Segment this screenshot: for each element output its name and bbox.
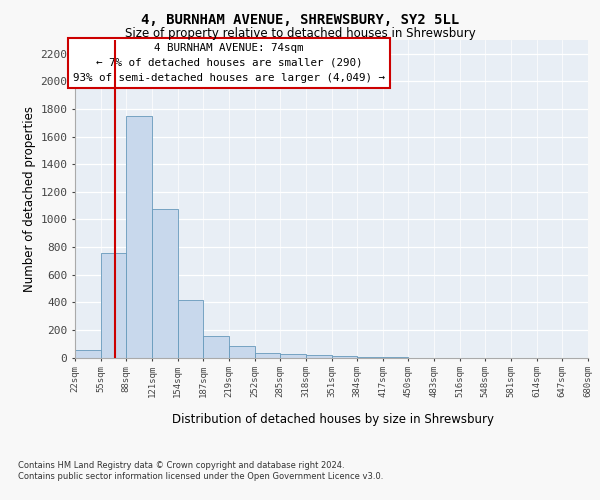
Bar <box>357 357 383 358</box>
Bar <box>229 346 254 358</box>
Text: Contains HM Land Registry data © Crown copyright and database right 2024.: Contains HM Land Registry data © Crown c… <box>18 460 344 469</box>
Bar <box>127 116 152 358</box>
Bar <box>254 352 280 358</box>
Text: 4, BURNHAM AVENUE, SHREWSBURY, SY2 5LL: 4, BURNHAM AVENUE, SHREWSBURY, SY2 5LL <box>141 12 459 26</box>
Text: Contains public sector information licensed under the Open Government Licence v3: Contains public sector information licen… <box>18 472 383 481</box>
Bar <box>178 300 203 358</box>
Bar <box>152 209 178 358</box>
Bar <box>331 356 357 358</box>
Bar <box>203 336 229 357</box>
Text: 4 BURNHAM AVENUE: 74sqm
← 7% of detached houses are smaller (290)
93% of semi-de: 4 BURNHAM AVENUE: 74sqm ← 7% of detached… <box>73 43 385 83</box>
Text: Distribution of detached houses by size in Shrewsbury: Distribution of detached houses by size … <box>172 412 494 426</box>
Text: Size of property relative to detached houses in Shrewsbury: Size of property relative to detached ho… <box>125 28 475 40</box>
Bar <box>280 354 306 358</box>
Bar <box>383 357 409 358</box>
Bar <box>306 356 331 358</box>
Bar <box>101 252 127 358</box>
Y-axis label: Number of detached properties: Number of detached properties <box>23 106 36 292</box>
Bar <box>75 350 101 358</box>
